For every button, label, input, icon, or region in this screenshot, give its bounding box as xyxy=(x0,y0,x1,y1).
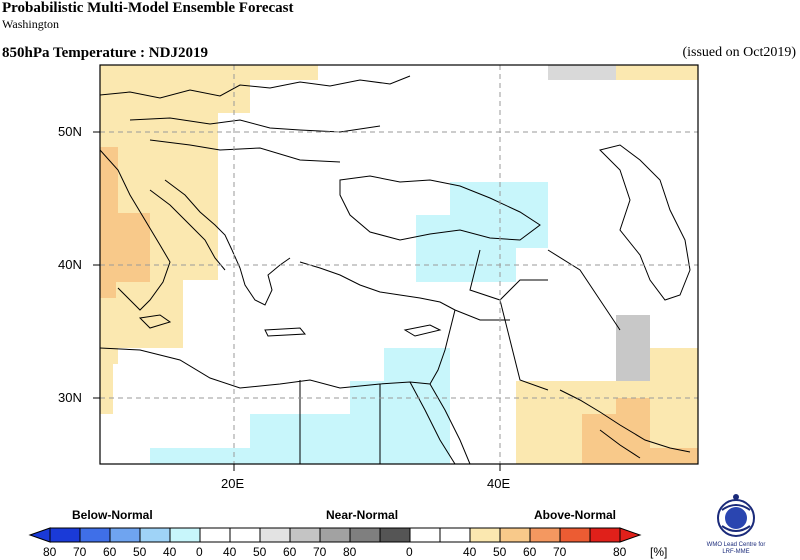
above-normal-region xyxy=(516,348,698,464)
probability-shading xyxy=(100,65,698,464)
legend-near-normal: Near-Normal xyxy=(326,508,399,522)
legend-tick: 80 xyxy=(43,545,57,559)
legend-unit: [%] xyxy=(650,545,668,559)
above-normal-region xyxy=(582,398,698,464)
legend-tick: 80 xyxy=(343,545,357,559)
legend-tick: 0 xyxy=(406,545,413,559)
legend-tick: 60 xyxy=(103,545,117,559)
wmo-caption-line2: LRF-MME xyxy=(722,549,750,555)
wmo-caption-line1: WMO Lead Centre for xyxy=(706,542,766,548)
legend-tick: 50 xyxy=(133,545,147,559)
legend-tick: 40 xyxy=(463,545,477,559)
legend-tick: 40 xyxy=(163,545,177,559)
lat-label: 30N xyxy=(58,390,82,405)
near-normal-region xyxy=(616,315,650,381)
coastlines xyxy=(100,75,691,464)
above-normal-region xyxy=(100,147,150,298)
forecast-title: Probabilistic Multi-Model Ensemble Forec… xyxy=(2,0,294,16)
legend-tick: 60 xyxy=(523,545,537,559)
wmo-logo: WMO Lead Centre for LRF-MME xyxy=(700,492,772,560)
wmo-caption: WMO Lead Centre for LRF-MME xyxy=(700,542,772,556)
wmo-logo-emblem xyxy=(717,494,755,537)
lon-label: 40E xyxy=(487,476,511,491)
legend-tick: 70 xyxy=(313,545,327,559)
issue-date: (issued on Oct2019) xyxy=(682,45,796,60)
lon-label: 20E xyxy=(221,476,245,491)
legend-tick: 80 xyxy=(613,545,627,559)
lat-label: 50N xyxy=(58,124,82,139)
variable-title: 850hPa Temperature : NDJ2019 xyxy=(2,45,208,61)
forecast-origin: Washington xyxy=(2,17,60,31)
legend-colorbar xyxy=(28,527,642,543)
legend-tick: 70 xyxy=(73,545,87,559)
below-normal-region xyxy=(416,182,548,282)
legend-tick: 50 xyxy=(253,545,267,559)
legend-tick: 70 xyxy=(553,545,567,559)
graticule xyxy=(100,65,698,464)
legend-tick: 50 xyxy=(493,545,507,559)
above-normal-region xyxy=(616,65,698,80)
legend-tick: 60 xyxy=(283,545,297,559)
axis-ticks xyxy=(93,131,501,471)
legend-tick: 40 xyxy=(223,545,237,559)
legend-below-normal: Below-Normal xyxy=(72,508,153,522)
legend-above-normal: Above-Normal xyxy=(534,508,617,522)
below-normal-region xyxy=(150,348,450,464)
legend-tick: 0 xyxy=(196,545,203,559)
near-normal-region xyxy=(548,65,616,80)
lat-label: 40N xyxy=(58,257,82,272)
